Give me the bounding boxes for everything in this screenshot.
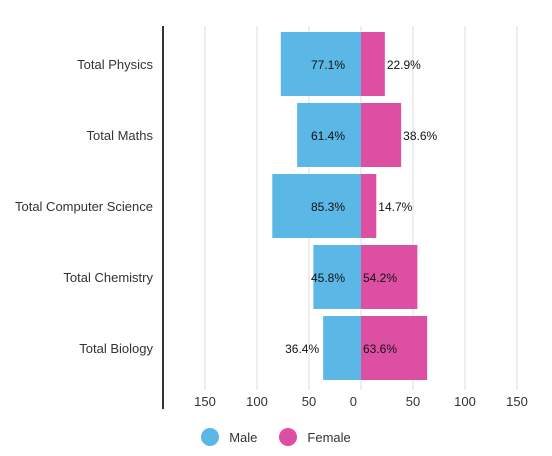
x-tick-label: 50 (302, 394, 316, 409)
bars (272, 32, 428, 380)
data-label-female: 14.7% (378, 200, 412, 214)
bar-female[interactable] (361, 316, 428, 380)
category-label: Total Chemistry (63, 270, 153, 285)
bar-male[interactable] (280, 32, 361, 96)
x-tick-label: 0 (350, 394, 357, 409)
bar-male[interactable] (297, 103, 361, 167)
x-tick-label: 50 (406, 394, 420, 409)
legend-label-male: Male (229, 429, 258, 445)
data-label-male: 61.4% (311, 129, 345, 143)
data-label-male: 36.4% (285, 342, 319, 356)
x-tick-labels: 150 100 50 0 50 100 150 (194, 394, 528, 409)
bar-female[interactable] (361, 245, 418, 309)
bar-female[interactable] (361, 32, 385, 96)
data-label-female: 38.6% (403, 129, 437, 143)
data-label-male: 85.3% (311, 200, 345, 214)
legend-swatch-female (279, 428, 298, 446)
bar-female[interactable] (361, 103, 402, 167)
data-label-female: 63.6% (363, 342, 397, 356)
category-label: Total Maths (87, 128, 154, 143)
category-label: Total Computer Science (15, 199, 153, 214)
x-tick-label: 150 (194, 394, 216, 409)
legend-item-male[interactable]: Male (201, 428, 257, 446)
bar-female[interactable] (361, 174, 377, 238)
legend: Male Female (0, 428, 552, 446)
x-tick-label: 150 (506, 394, 528, 409)
legend-item-female[interactable]: Female (279, 428, 351, 446)
legend-label-female: Female (307, 429, 351, 445)
bar-male[interactable] (272, 174, 361, 238)
category-labels: Total Physics Total Maths Total Computer S… (15, 57, 154, 356)
data-label-female: 22.9% (387, 58, 421, 72)
data-label-male: 45.8% (311, 271, 345, 285)
category-label: Total Biology (79, 341, 153, 356)
legend-swatch-male (201, 428, 220, 446)
x-tick-label: 100 (454, 394, 476, 409)
x-tick-label: 100 (246, 394, 268, 409)
data-label-male: 77.1% (311, 58, 345, 72)
bar-male[interactable] (313, 245, 361, 309)
data-label-female: 54.2% (363, 271, 397, 285)
data-labels: 77.1% 22.9% 61.4% 38.6% 85.3% 14.7% 45.8% 54.2%… (285, 58, 437, 356)
bar-male[interactable] (323, 316, 361, 380)
category-label: Total Physics (77, 57, 153, 72)
